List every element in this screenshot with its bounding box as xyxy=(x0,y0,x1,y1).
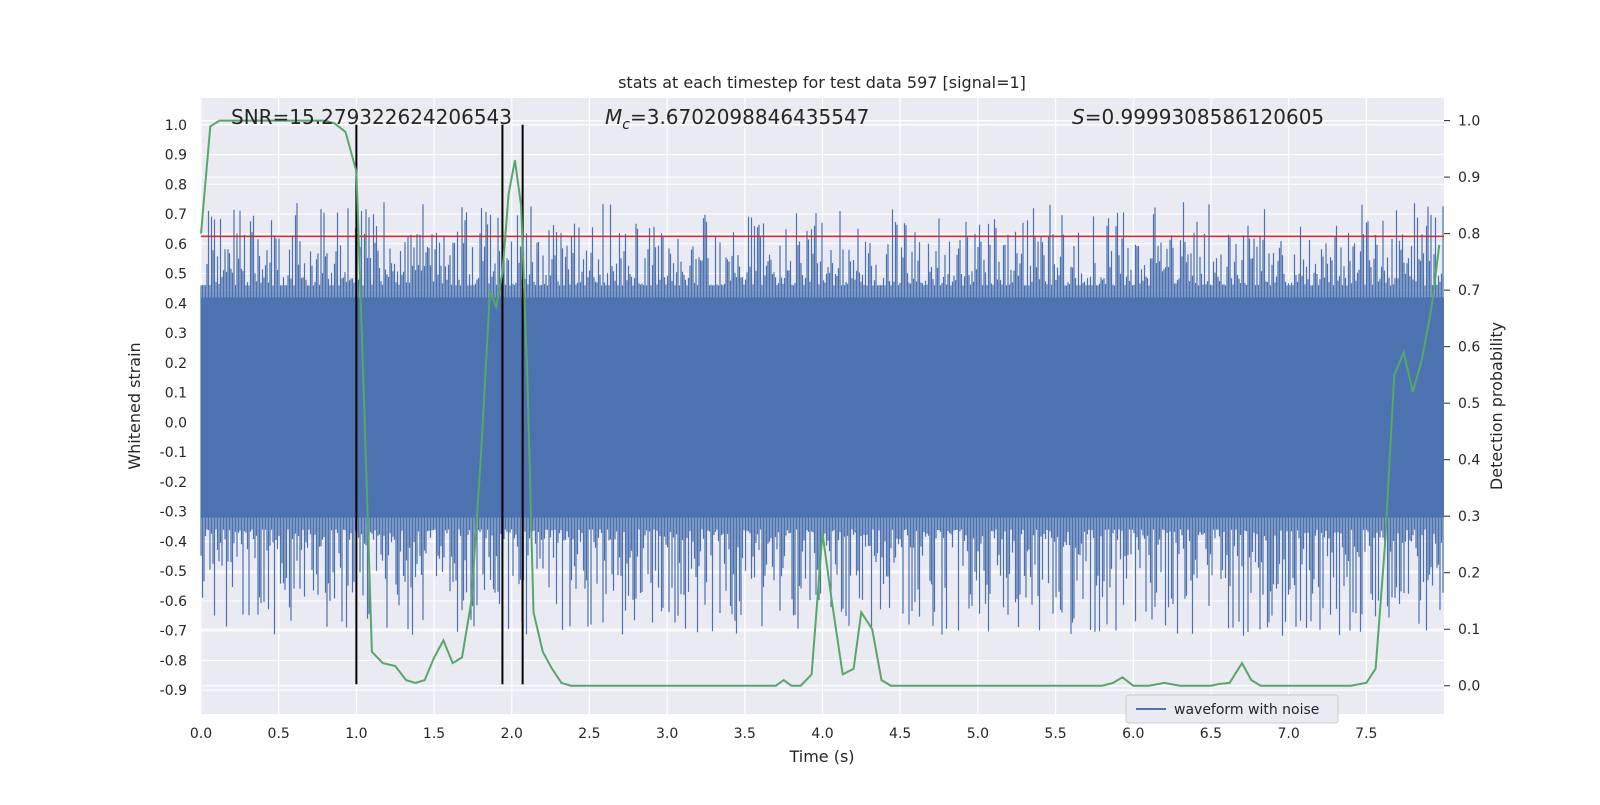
y-right-tick-label: 0.8 xyxy=(1458,227,1480,243)
y-left-tick-label: 0.1 xyxy=(165,386,187,402)
y-left-tick-label: 0.5 xyxy=(165,267,187,283)
legend-box xyxy=(1125,694,1339,724)
y-right-tick-label: 0.0 xyxy=(1458,679,1480,695)
y-right-tick-label: 1.0 xyxy=(1458,114,1480,130)
x-tick-label: 3.5 xyxy=(734,726,756,742)
score-annotation: S=0.9999308586120605 xyxy=(1072,105,1324,129)
series-detection-probability xyxy=(200,119,1441,687)
y-right-axis-label: Detection probability xyxy=(1487,322,1506,490)
s-symbol: S xyxy=(1072,105,1085,129)
x-tick-label: 3.0 xyxy=(656,726,678,742)
mc-subscript: c xyxy=(622,117,630,133)
y-left-tick-label: 0.7 xyxy=(165,207,187,223)
mc-symbol: M xyxy=(605,105,622,129)
y-left-tick-label: -0.4 xyxy=(160,534,187,550)
y-left-tick-label: -0.8 xyxy=(160,653,187,669)
y-right-tick-label: 0.6 xyxy=(1458,340,1480,356)
y-left-axis-label: Whitened strain xyxy=(125,342,144,469)
s-value: =0.9999308586120605 xyxy=(1085,105,1324,129)
y-left-axis-ticks: 1.0 0.9 0.8 0.7 0.6 0.5 0.4 0.3 0.2 0.1 0.0 -0.1 -0.… xyxy=(160,118,187,699)
y-left-tick-label: -0.9 xyxy=(160,683,187,699)
mc-value: =3.6702098846435547 xyxy=(630,105,869,129)
noise-spikes xyxy=(200,202,1444,636)
y-left-tick-label: 0.0 xyxy=(165,415,187,431)
x-tick-label: 5.0 xyxy=(967,726,989,742)
x-axis-ticks: 0.0 0.5 1.0 1.5 2.0 2.5 3.0 3.5 4.0 4.5 5.0 5.5 6.0 6… xyxy=(190,726,1378,742)
y-left-tick-label: 0.8 xyxy=(165,177,187,193)
y-left-tick-label: 0.4 xyxy=(165,296,187,312)
y-left-tick-label: -0.7 xyxy=(160,624,187,640)
chirp-mass-annotation: Mc=3.6702098846435547 xyxy=(605,105,869,133)
x-tick-label: 0.5 xyxy=(268,726,290,742)
y-left-tick-label: 0.2 xyxy=(165,356,187,372)
x-axis-label: Time (s) xyxy=(788,747,854,766)
y-right-tick-label: 0.5 xyxy=(1458,396,1480,412)
x-tick-label: 5.5 xyxy=(1044,726,1066,742)
y-left-tick-label: 0.6 xyxy=(165,237,187,253)
y-right-axis-ticks: 1.0 0.9 0.8 0.7 0.6 0.5 0.4 0.3 0.2 0.1 0.0 xyxy=(1444,114,1480,695)
y-left-tick-label: -0.3 xyxy=(160,505,187,521)
y-left-tick-label: -0.1 xyxy=(160,445,187,461)
x-tick-label: 6.5 xyxy=(1200,726,1222,742)
x-tick-label: 0.0 xyxy=(190,726,212,742)
x-tick-label: 2.0 xyxy=(501,726,523,742)
vertical-markers xyxy=(355,124,524,685)
x-tick-label: 7.0 xyxy=(1277,726,1299,742)
x-tick-label: 2.5 xyxy=(578,726,600,742)
y-left-tick-label: -0.5 xyxy=(160,564,187,580)
y-left-tick-label: 0.9 xyxy=(165,148,187,164)
y-right-tick-label: 0.2 xyxy=(1458,566,1480,582)
legend-entry: waveform with noise xyxy=(1174,702,1319,718)
y-right-tick-label: 0.7 xyxy=(1458,283,1480,299)
y-right-tick-label: 0.4 xyxy=(1458,453,1480,469)
snr-annotation: SNR=15.279322624206543 xyxy=(231,105,512,129)
x-tick-label: 6.0 xyxy=(1122,726,1144,742)
chart-title: stats at each timestep for test data 597… xyxy=(618,73,1026,92)
x-tick-label: 1.0 xyxy=(345,726,367,742)
y-right-tick-label: 0.3 xyxy=(1458,509,1480,525)
series-waveform-with-noise xyxy=(200,202,1444,636)
y-left-tick-label: -0.2 xyxy=(160,475,187,491)
y-left-tick-label: -0.6 xyxy=(160,594,187,610)
x-tick-label: 4.0 xyxy=(811,726,833,742)
y-left-tick-label: 0.3 xyxy=(165,326,187,342)
legend: waveform with noise xyxy=(1125,694,1339,724)
y-right-tick-label: 0.9 xyxy=(1458,170,1480,186)
x-tick-label: 1.5 xyxy=(423,726,445,742)
x-tick-label: 7.5 xyxy=(1355,726,1377,742)
y-right-tick-label: 0.1 xyxy=(1458,622,1480,638)
x-tick-label: 4.5 xyxy=(889,726,911,742)
y-left-tick-label: 1.0 xyxy=(165,118,187,134)
